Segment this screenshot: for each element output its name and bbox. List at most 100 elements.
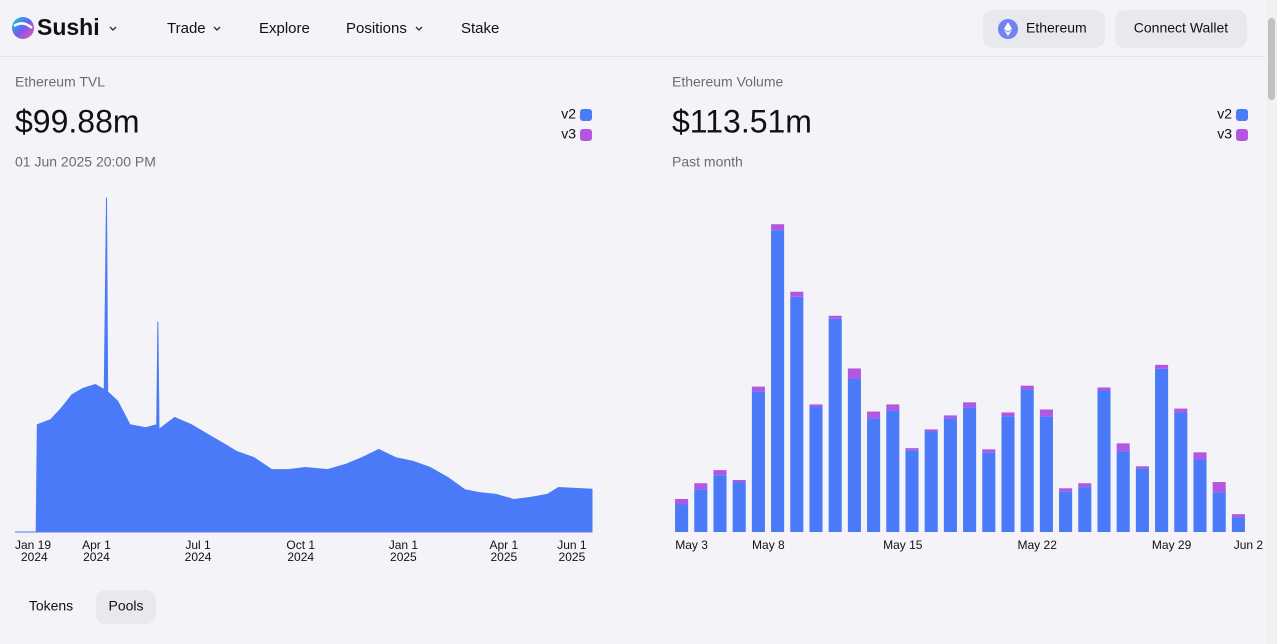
bar-segment [1059,491,1073,532]
bar-segment [886,410,900,532]
bar-segment [847,368,861,379]
headline: $99.88m [15,103,140,139]
nav-item[interactable]: Stake [461,20,499,37]
bar-segment [905,448,919,451]
x-tick-label: Jun 2 [1234,538,1264,552]
tab[interactable]: Tokens [29,598,73,614]
bar-segment [694,483,708,490]
button-bg [983,10,1105,48]
bar-segment [1039,409,1053,417]
bar-segment [1001,416,1015,532]
nav-item[interactable]: Explore [259,20,310,37]
legend-swatch [1236,109,1248,121]
legend-label: v3 [1217,126,1232,142]
legend-swatch [1236,129,1248,141]
x-tick-label: 2025 [490,550,517,564]
bar-segment [905,450,919,532]
bar-segment [1116,443,1130,452]
bar-segment [1020,389,1034,532]
chevron [415,26,423,31]
legend-label: v3 [561,126,576,142]
bar-segment [713,470,727,476]
bar-segment [675,498,689,505]
bar-segment [732,479,746,483]
x-tick-label: Jan 1 [389,538,419,552]
bar-segment [1231,514,1245,518]
bar-segment [1097,390,1111,532]
bar-segment [1155,368,1169,532]
x-tick-label: May 8 [752,538,785,552]
bar-segment [713,475,727,532]
bar-segment [1116,451,1130,532]
bar-segment [982,452,996,532]
bar-segment [809,404,823,407]
bar-segment [1020,385,1034,390]
bar-segment [1078,487,1092,532]
scrollbar-thumb[interactable] [1268,18,1275,100]
nav-item[interactable]: Positions [346,20,407,37]
bar-segment [1193,459,1207,532]
wallet-button[interactable]: Connect Wallet [1115,10,1247,48]
logo-icon [12,17,34,39]
x-tick-label: 2024 [287,550,314,564]
tab[interactable]: Pools [108,598,143,614]
legend-label: v2 [561,106,576,122]
chevron [213,26,221,31]
network-label: Ethereum [1026,20,1087,36]
logo-stroke [13,22,33,29]
logo[interactable]: Sushi [12,14,117,40]
bar-segment [828,315,842,319]
headline: $113.51m [672,103,812,139]
network-button[interactable]: Ethereum [983,10,1105,48]
x-tick-label: 2024 [185,550,212,564]
bar-segment [1174,412,1188,532]
legend-label: v2 [1217,106,1232,122]
bar-segment [963,402,977,408]
bar-segment [1174,408,1188,413]
bar-segment [1212,492,1226,532]
bar-segment [982,449,996,453]
bar-segment [694,489,708,532]
bar-segment [943,415,957,419]
bar-segment [1097,387,1111,391]
bar-segment [790,291,804,297]
bar-segment [924,429,938,432]
wallet-label: Connect Wallet [1134,20,1229,36]
chevron [109,26,117,31]
chart-title: Ethereum Volume [672,74,783,90]
bar-segment [790,296,804,532]
area [15,197,593,533]
nav-item[interactable]: Trade [167,20,206,37]
scrollbar [1266,0,1277,644]
legend-swatch [580,129,592,141]
subtitle: 01 Jun 2025 20:00 PM [15,154,156,170]
bar-segment [828,318,842,532]
bar-segment [751,391,765,532]
bar-segment [1135,468,1149,532]
chart-title: Ethereum TVL [15,74,105,90]
x-tick-label: 2024 [83,550,110,564]
x-tick-label: 2024 [21,550,48,564]
bar-segment [963,407,977,532]
x-tick-label: Jul 1 [185,538,211,552]
eth-glyph [1004,22,1012,36]
bar-segment [1039,416,1053,532]
bar-segment [1135,466,1149,469]
bar-segment [1155,364,1169,369]
bar-segment [1231,517,1245,532]
x-tick-label: May 29 [1152,538,1192,552]
x-tick-label: Jan 19 [15,538,51,552]
bar-segment [675,504,689,532]
bar-segment [886,404,900,411]
legend-swatch [580,109,592,121]
bar-segment [1078,483,1092,488]
button-bg [1115,10,1247,48]
bar-segment [1193,452,1207,460]
bar-segment [867,411,881,419]
x-tick-label: 2025 [390,550,417,564]
x-tick-label: May 22 [1018,538,1058,552]
tab-active-bg [96,590,156,624]
